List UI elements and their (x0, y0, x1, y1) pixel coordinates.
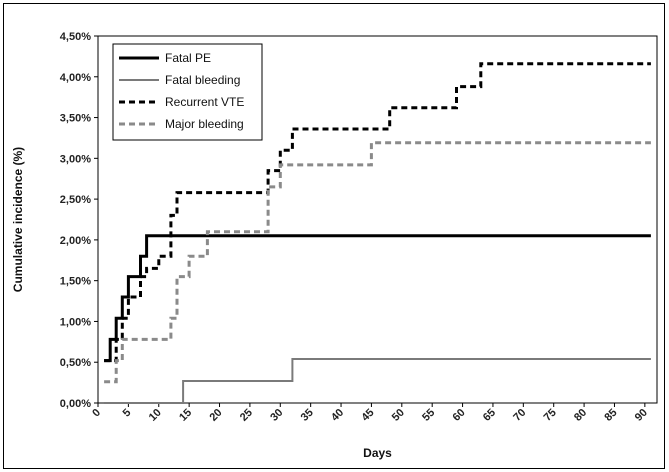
x-tick-label: 40 (329, 407, 346, 424)
plot-area (97, 35, 658, 404)
plot-border (97, 35, 658, 404)
x-tick-label: 15 (177, 407, 194, 424)
y-tick-label: 4,00% (60, 72, 91, 84)
x-tick-label: 65 (481, 407, 498, 424)
series-line-fatal-pe (104, 234, 651, 363)
series-line-recurrent-vte (104, 62, 651, 363)
x-tick-label: 45 (359, 407, 376, 424)
y-tick-label: 2,50% (60, 194, 91, 206)
y-axis: 0,00% 0,50% 1,00% 1,50% 2,00% 2,50% 3,00% 3,50%… (60, 31, 98, 410)
series-layer (104, 62, 651, 404)
y-tick-label: 0,00% (60, 398, 91, 410)
x-tick-label: 90 (633, 407, 650, 424)
x-tick-label: 5 (121, 407, 134, 420)
x-tick-label: 55 (420, 407, 437, 424)
x-axis-title: Days (363, 446, 392, 460)
x-tick-label: 50 (390, 407, 407, 424)
y-tick-label: 3,00% (60, 153, 91, 165)
legend-label: Recurrent VTE (165, 95, 244, 109)
y-tick-label: 1,50% (60, 276, 91, 288)
x-tick-label: 30 (268, 407, 285, 424)
legend-label: Fatal bleeding (165, 73, 240, 87)
x-tick-label: 25 (238, 407, 255, 424)
x-tick-label: 60 (451, 407, 468, 424)
x-tick-label: 70 (511, 407, 528, 424)
y-tick-label: 3,50% (60, 113, 91, 125)
y-tick-label: 0,50% (60, 357, 91, 369)
y-tick-label: 2,00% (60, 235, 91, 247)
legend-label: Fatal PE (165, 51, 211, 65)
x-tick-label: 75 (542, 407, 559, 424)
legend-box (112, 43, 263, 141)
x-tick-label: 80 (572, 407, 589, 424)
series-line-major-bleeding (104, 141, 651, 384)
y-axis-title: Cumulative incidence (%) (11, 147, 25, 292)
legend: Fatal PE Fatal bleeding Recurrent VTE Major… (112, 43, 263, 141)
y-tick-label: 4,50% (60, 31, 91, 43)
series-line-fatal-bleeding (104, 358, 651, 404)
x-tick-label: 10 (147, 407, 164, 424)
x-tick-label: 0 (90, 407, 103, 420)
legend-label: Major bleeding (165, 117, 244, 131)
x-tick-label: 20 (207, 407, 224, 424)
y-tick-label: 1,00% (60, 316, 91, 328)
x-tick-label: 85 (602, 407, 619, 424)
x-tick-label: 35 (299, 407, 316, 424)
x-axis: 0 5 10 15 20 25 30 35 40 45 50 55 60 65 70 75 80 85 90 (90, 403, 650, 424)
